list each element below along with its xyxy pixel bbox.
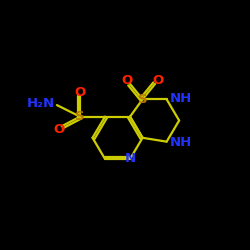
- Text: S: S: [75, 110, 85, 123]
- Text: NH: NH: [170, 136, 192, 149]
- Text: O: O: [122, 74, 133, 86]
- Text: O: O: [74, 86, 86, 99]
- Text: S: S: [138, 93, 147, 106]
- Text: H₂N: H₂N: [27, 97, 55, 110]
- Text: O: O: [152, 74, 164, 86]
- Text: N: N: [124, 152, 136, 166]
- Text: O: O: [53, 123, 64, 136]
- Text: NH: NH: [170, 92, 192, 105]
